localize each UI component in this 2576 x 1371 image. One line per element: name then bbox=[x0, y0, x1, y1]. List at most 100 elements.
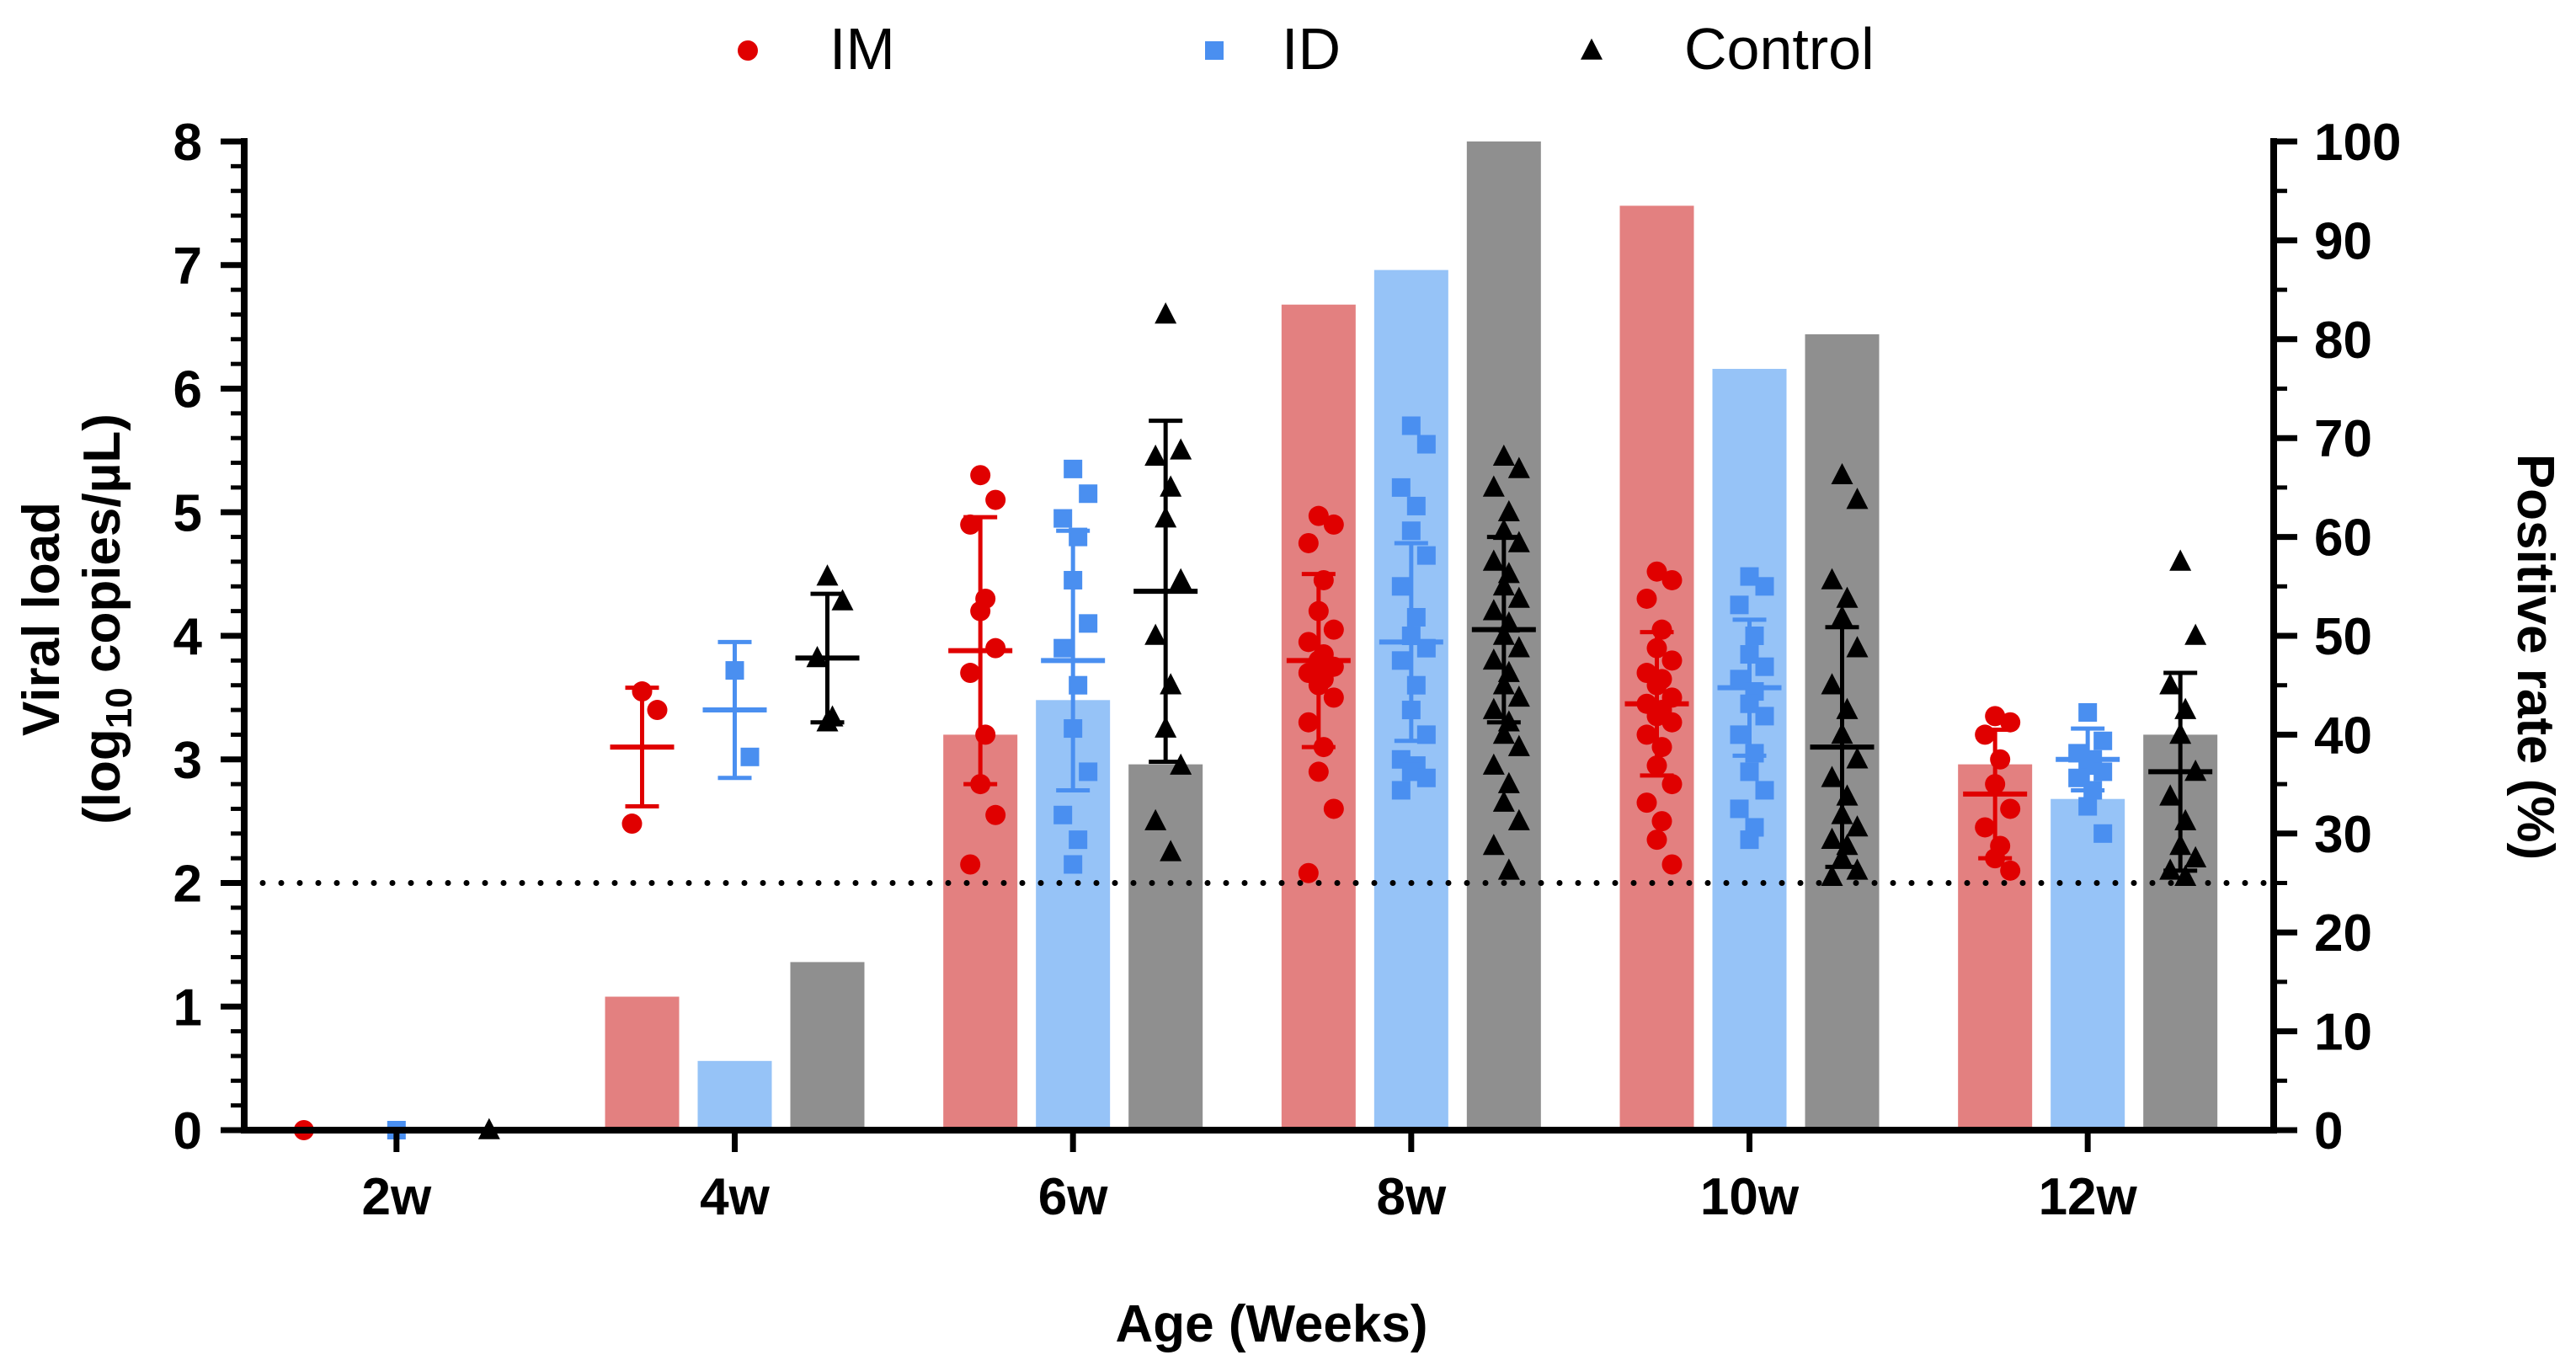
point-control bbox=[1170, 568, 1192, 589]
point-im bbox=[2000, 712, 2021, 733]
point-control bbox=[1160, 475, 1182, 497]
y-tick-label: 0 bbox=[173, 1102, 202, 1160]
point-im bbox=[985, 637, 1006, 659]
point-im bbox=[1975, 817, 1996, 838]
point-control bbox=[1821, 766, 1843, 787]
legend-label-im: IM bbox=[829, 16, 895, 82]
point-id bbox=[2093, 731, 2113, 750]
x-tick-label: 2w bbox=[361, 1168, 431, 1226]
x-tick-label: 8w bbox=[1376, 1168, 1446, 1226]
point-control bbox=[2174, 808, 2197, 830]
point-im bbox=[1651, 811, 1672, 832]
point-im bbox=[1308, 505, 1329, 526]
y2-tick-label: 80 bbox=[2314, 312, 2372, 370]
point-im bbox=[1661, 774, 1683, 795]
point-id bbox=[1391, 577, 1411, 596]
point-control bbox=[1492, 444, 1515, 467]
y2-tick-label: 70 bbox=[2314, 410, 2372, 468]
x-tick-label: 4w bbox=[700, 1168, 770, 1226]
x-tick-label: 6w bbox=[1038, 1168, 1108, 1226]
point-control bbox=[1144, 623, 1167, 645]
point-im bbox=[1646, 755, 1667, 776]
point-control bbox=[1831, 803, 1853, 824]
point-id bbox=[1053, 509, 1073, 528]
point-control bbox=[2159, 673, 2182, 695]
point-id bbox=[2093, 824, 2113, 843]
legend-marker-id bbox=[1205, 41, 1224, 60]
point-im bbox=[1661, 569, 1683, 590]
point-id bbox=[740, 747, 760, 766]
point-id bbox=[1069, 527, 1088, 547]
bar-id-4w bbox=[697, 1060, 772, 1130]
point-im bbox=[985, 489, 1006, 510]
point-im bbox=[1646, 561, 1667, 582]
point-control bbox=[2174, 697, 2197, 719]
point-control bbox=[1144, 444, 1167, 467]
point-id bbox=[1064, 459, 1083, 478]
y2-tick-label: 0 bbox=[2314, 1102, 2343, 1160]
point-control bbox=[1821, 864, 1843, 886]
point-im bbox=[960, 514, 981, 535]
point-id bbox=[1740, 830, 1759, 850]
point-im bbox=[1323, 687, 1344, 708]
point-id bbox=[1401, 416, 1421, 435]
point-id bbox=[1755, 657, 1774, 676]
point-control bbox=[1160, 673, 1182, 695]
point-im bbox=[1636, 588, 1657, 609]
point-control bbox=[2184, 760, 2207, 782]
point-im bbox=[960, 663, 981, 684]
point-control bbox=[1492, 673, 1515, 695]
point-im bbox=[1313, 569, 1334, 590]
point-im bbox=[1661, 650, 1683, 671]
point-im bbox=[1985, 774, 2006, 795]
point-control bbox=[806, 646, 829, 668]
point-control bbox=[1492, 790, 1515, 812]
y-tick-label: 7 bbox=[173, 237, 202, 296]
point-id bbox=[1064, 855, 1083, 874]
point-id bbox=[1391, 781, 1411, 800]
point-control bbox=[1482, 753, 1505, 775]
point-control bbox=[1836, 697, 1859, 719]
y-tick-label: 6 bbox=[173, 361, 202, 419]
point-control bbox=[2159, 858, 2182, 880]
point-control bbox=[816, 564, 839, 586]
point-id bbox=[1755, 707, 1774, 726]
point-im bbox=[1636, 724, 1657, 745]
point-control bbox=[2159, 784, 2182, 806]
point-control bbox=[1497, 499, 1520, 522]
point-id bbox=[2093, 762, 2113, 782]
point-control bbox=[2184, 846, 2207, 867]
y-axis-title-line1: Viral load bbox=[13, 502, 71, 736]
bar-control-4w bbox=[790, 962, 865, 1130]
point-control bbox=[1497, 858, 1520, 880]
positive-rate-bars bbox=[605, 141, 2218, 1131]
y2-tick-label: 50 bbox=[2314, 608, 2372, 666]
y2-tick-label: 60 bbox=[2314, 509, 2372, 568]
point-control bbox=[1507, 531, 1530, 552]
point-id bbox=[1406, 496, 1426, 515]
point-im bbox=[1298, 862, 1319, 883]
point-im bbox=[1646, 637, 1667, 659]
point-id bbox=[1416, 768, 1436, 787]
point-control bbox=[2169, 549, 2192, 571]
point-id bbox=[1064, 719, 1083, 739]
point-id bbox=[1401, 521, 1421, 541]
point-control bbox=[1170, 753, 1192, 775]
y2-tick-label: 90 bbox=[2314, 212, 2372, 270]
y2-tick-label: 100 bbox=[2314, 114, 2401, 172]
point-im bbox=[2000, 798, 2021, 819]
legend: IM ID Control bbox=[738, 16, 1875, 82]
point-control bbox=[1492, 623, 1515, 645]
point-control bbox=[2169, 834, 2192, 856]
point-control bbox=[1155, 716, 1177, 738]
point-im bbox=[1308, 675, 1329, 696]
point-id bbox=[1401, 627, 1421, 645]
point-im bbox=[1646, 675, 1667, 696]
point-control bbox=[2174, 864, 2197, 886]
point-control bbox=[1846, 858, 1869, 880]
legend-marker-control bbox=[1581, 38, 1603, 60]
point-id bbox=[2078, 797, 2098, 816]
point-im bbox=[2000, 860, 2021, 881]
point-control bbox=[1507, 734, 1530, 756]
